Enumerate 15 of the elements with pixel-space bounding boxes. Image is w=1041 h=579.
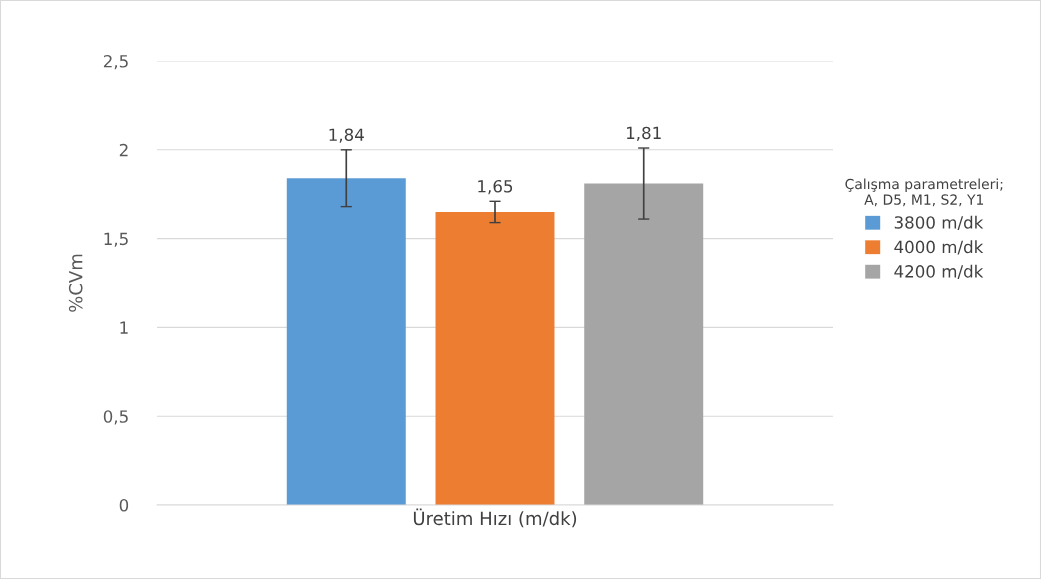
legend-label: 4000 m/dk — [894, 240, 984, 255]
y-tick-label: 2,5 — [103, 54, 128, 70]
data-label: 1,65 — [478, 179, 513, 195]
y-tick-label: 0 — [119, 498, 129, 512]
y-tick-label: 2 — [119, 143, 128, 157]
legend-label: 4200 m/dk — [894, 264, 984, 279]
data-label: 1,84 — [329, 128, 364, 143]
y-tick-label: 1,5 — [104, 232, 128, 247]
y-tick-label: 1 — [120, 321, 128, 334]
data-label: 1,81 — [627, 126, 661, 141]
legend-label: 3800 m/dk — [894, 215, 984, 231]
x-tick-label: Üretim Hızı (m/dk) — [413, 508, 577, 528]
legend-title: Çalışma parametreleri; A, D5, M1, S2, Y1 — [845, 178, 1003, 207]
y-tick-label: 0,5 — [103, 410, 128, 425]
y-axis-title: %CVm — [68, 254, 83, 312]
